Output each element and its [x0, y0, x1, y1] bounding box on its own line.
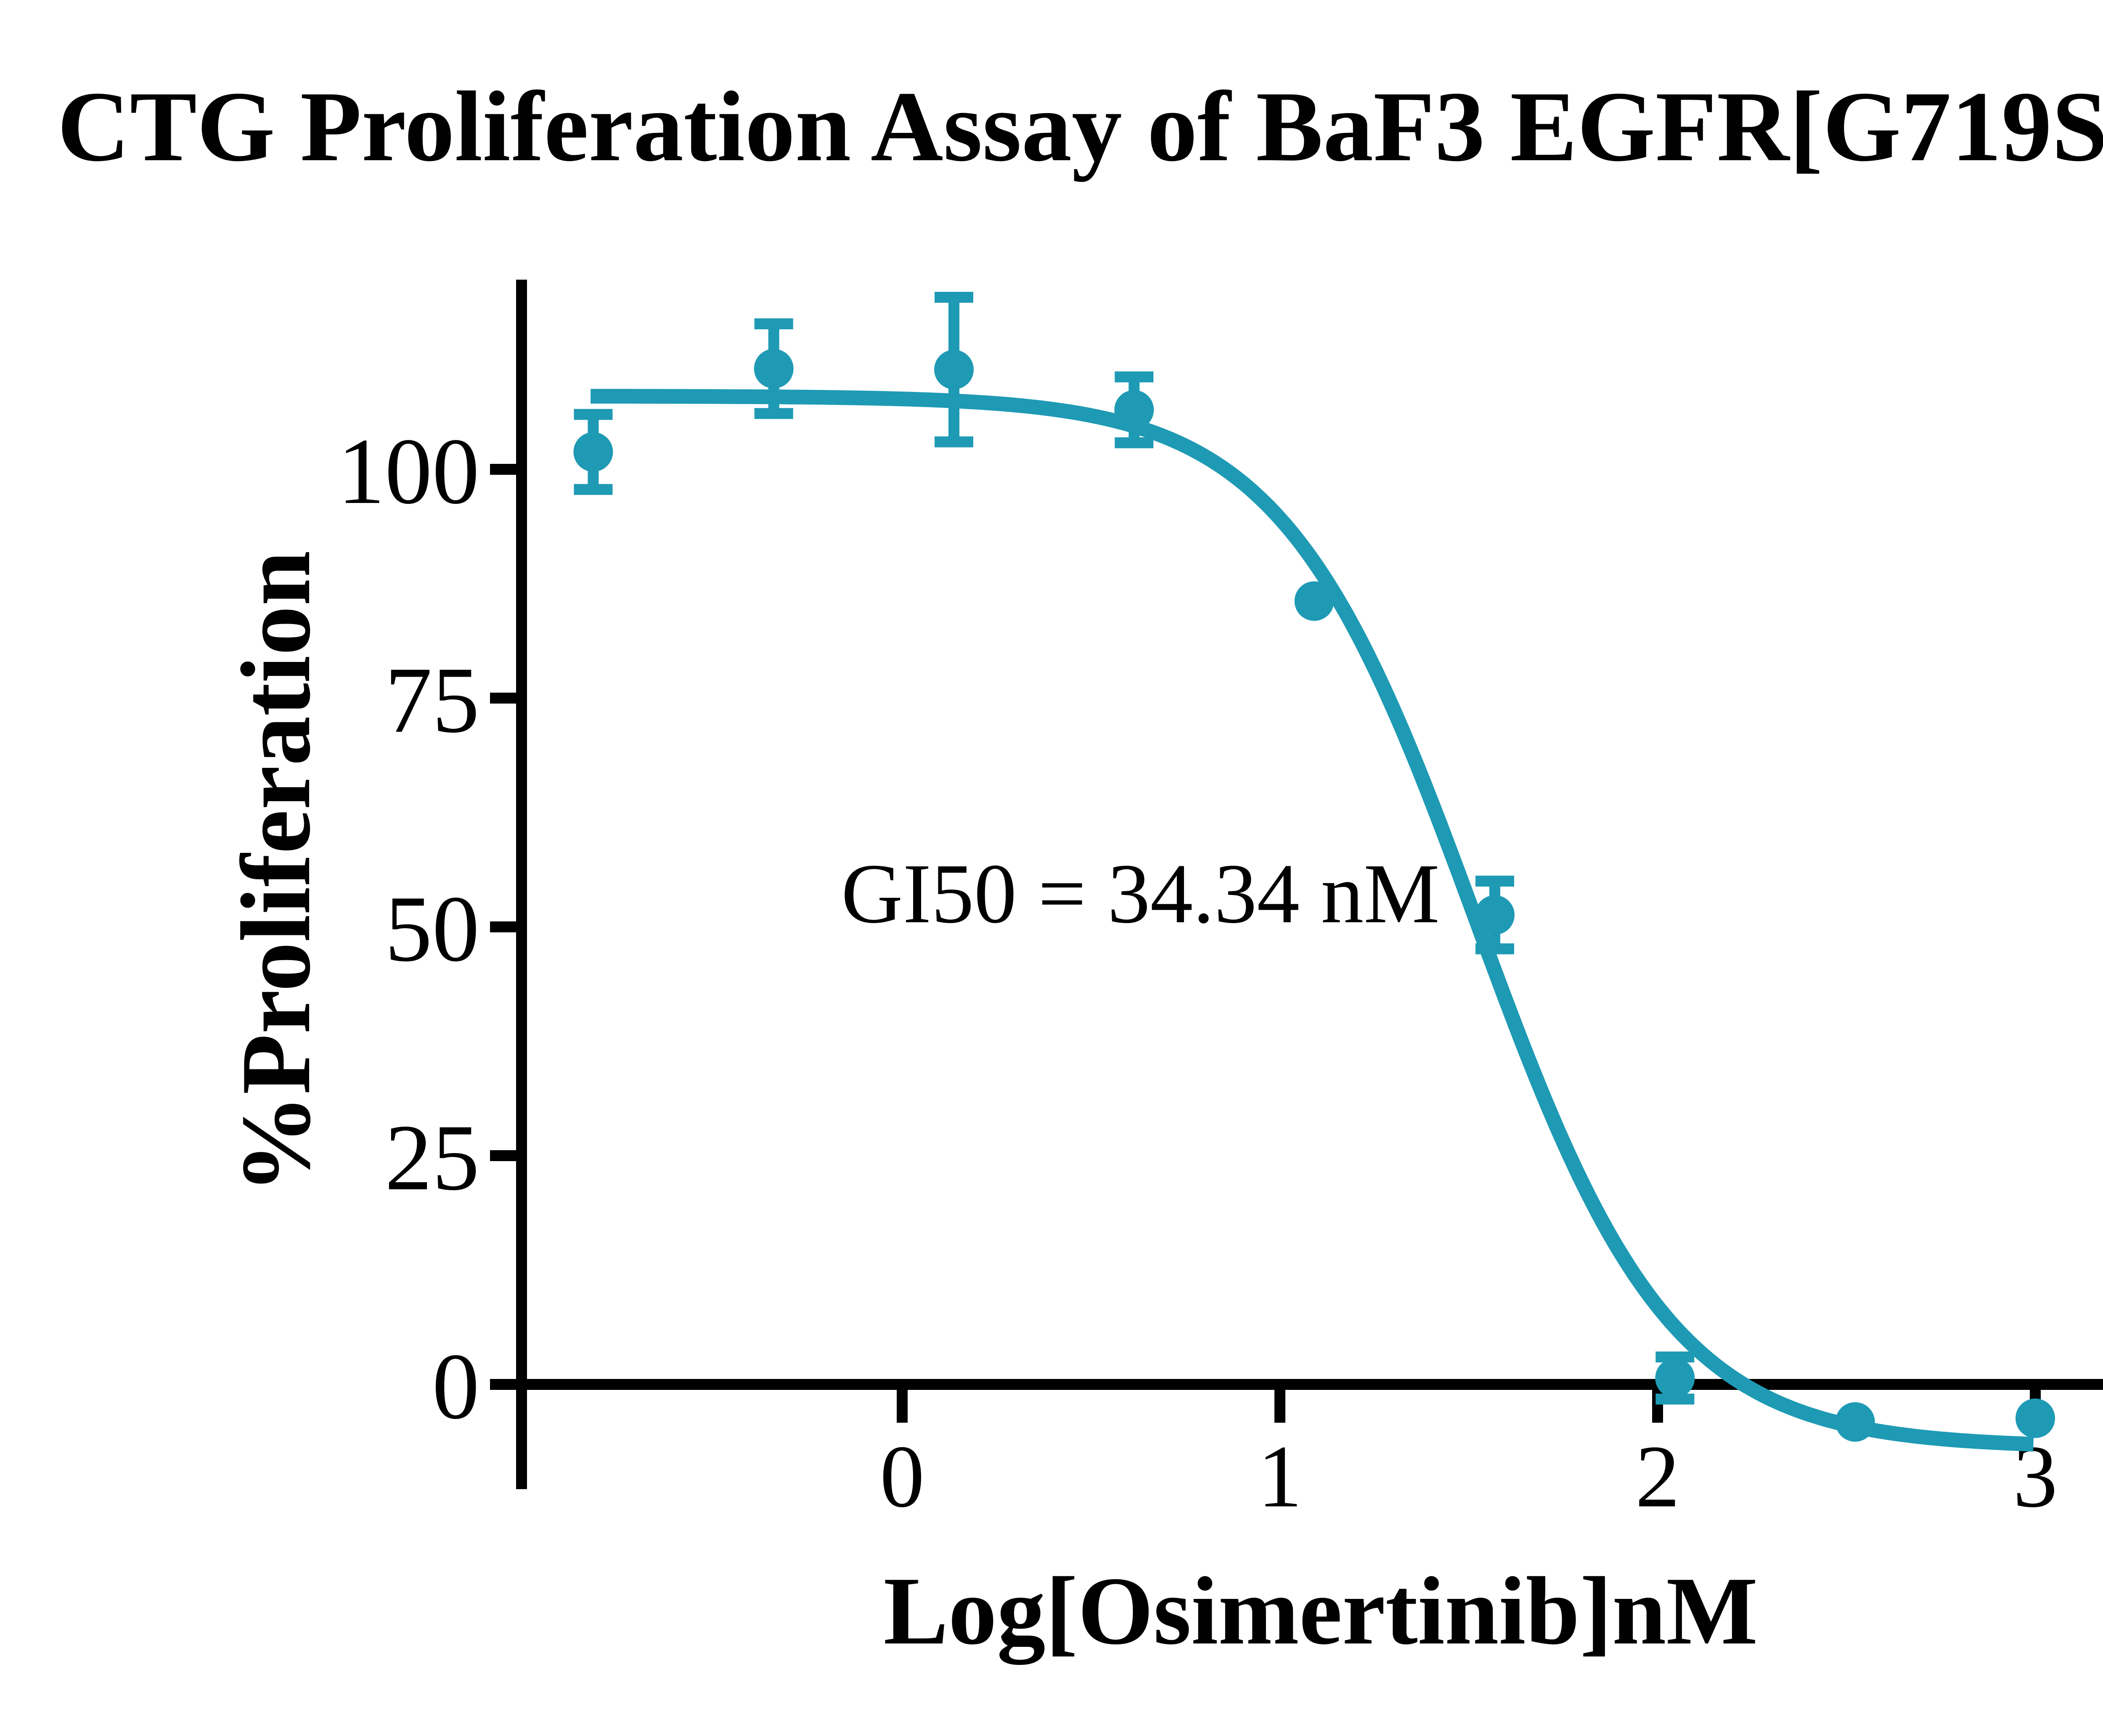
- y-axis-ticks: [490, 464, 516, 1390]
- data-point-marker: [1655, 1358, 1695, 1398]
- x-tick-label: 2: [1635, 1427, 1680, 1526]
- x-tick: [1274, 1390, 1285, 1423]
- data-point-marker: [573, 432, 613, 472]
- error-bar-cap-top: [1115, 371, 1154, 383]
- data-point-marker: [934, 349, 974, 389]
- data-point-marker: [1294, 581, 1334, 621]
- error-bar-cap-bottom: [1115, 437, 1154, 448]
- y-tick: [490, 1150, 516, 1161]
- error-bar-cap-top: [1475, 876, 1514, 887]
- error-bar-cap-top: [574, 409, 613, 420]
- y-axis-title: %Proliferation: [221, 550, 331, 1194]
- dose-response-curve: [591, 389, 2034, 1452]
- x-tick-label: 1: [1258, 1427, 1302, 1526]
- y-tick-label: 75: [385, 647, 479, 752]
- error-bar-cap-top: [935, 291, 974, 303]
- data-point-marker: [754, 349, 794, 389]
- y-tick-label: 100: [338, 418, 480, 524]
- y-tick: [490, 1379, 516, 1390]
- x-tick: [897, 1390, 908, 1423]
- chart-title: CTG Proliferation Assay of BaF3 EGFR[G71…: [57, 71, 2103, 182]
- error-bar-cap-bottom: [935, 436, 974, 447]
- y-tick-label: 0: [432, 1334, 480, 1439]
- data-point-marker: [2016, 1398, 2055, 1438]
- error-bar-cap-top: [754, 318, 793, 330]
- x-axis-title: Log[Osimertinib]nM: [884, 1557, 1758, 1665]
- x-axis-line: [516, 1379, 2103, 1390]
- error-bar-cap-bottom: [754, 408, 793, 419]
- y-tick: [490, 693, 516, 704]
- gi50-annotation: GI50 = 34.34 nM: [841, 846, 1440, 941]
- fit-curve: [591, 389, 2034, 1452]
- y-axis-tick-labels: 0 25 50 75 100: [338, 418, 480, 1439]
- data-points: [573, 349, 2055, 1442]
- y-axis-line: [516, 280, 527, 1489]
- x-tick-label: 0: [880, 1427, 924, 1526]
- y-tick: [490, 921, 516, 932]
- y-tick-label: 50: [385, 876, 479, 981]
- data-point-marker: [1114, 390, 1154, 430]
- error-bar-cap-bottom: [574, 484, 613, 495]
- y-tick: [490, 464, 516, 475]
- data-point-marker: [1835, 1402, 1875, 1442]
- y-tick-label: 25: [385, 1105, 479, 1210]
- data-point-marker: [1475, 895, 1515, 935]
- error-bar-cap-bottom: [1475, 943, 1514, 955]
